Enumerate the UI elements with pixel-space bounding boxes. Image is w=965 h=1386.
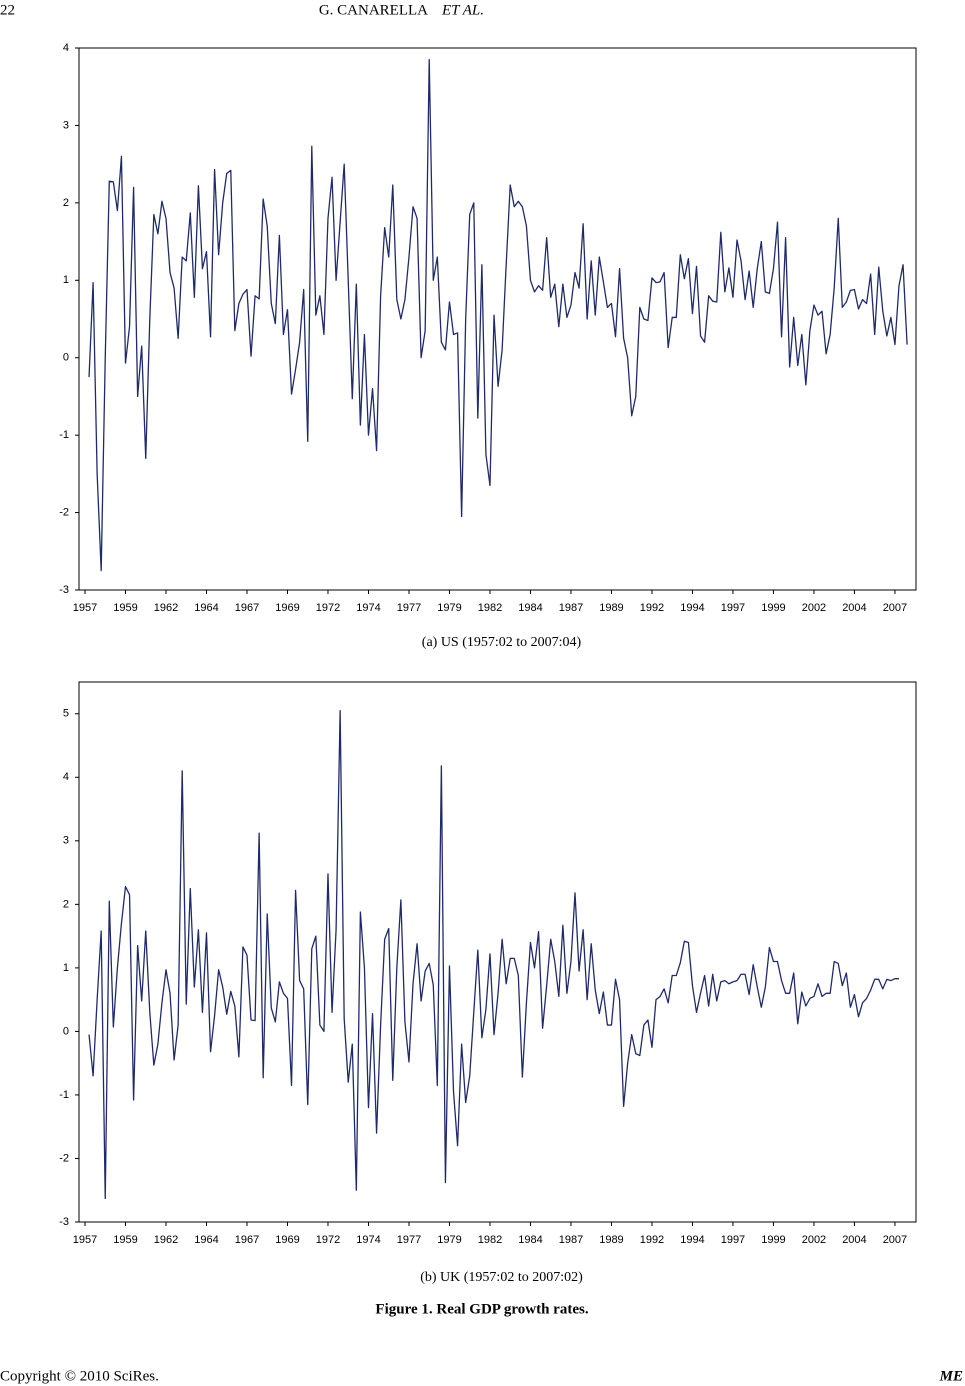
x-tick-label: 1987 — [559, 1234, 583, 1246]
x-tick-label: 1982 — [478, 1234, 502, 1246]
footer-journal: ME — [939, 1368, 963, 1384]
x-tick-label: 2007 — [883, 602, 907, 614]
y-tick-label: 2 — [63, 197, 69, 209]
footer-copyright: Copyright © 2010 SciRes. — [0, 1368, 159, 1384]
x-tick-label: 1977 — [397, 1234, 421, 1246]
figure-caption: Figure 1. Real GDP growth rates. — [375, 1301, 588, 1317]
x-tick-label: 1972 — [316, 602, 340, 614]
x-tick-label: 1989 — [599, 602, 623, 614]
running-authors: G. CANARELLA — [319, 2, 428, 18]
y-tick-label: 1 — [63, 962, 69, 974]
x-tick-label: 1969 — [275, 602, 299, 614]
x-tick-label: 1962 — [154, 602, 178, 614]
x-tick-label: 2002 — [802, 602, 826, 614]
chart-caption: (b) UK (1957:02 to 2007:02) — [420, 1270, 583, 1285]
series-line — [88, 58, 908, 572]
running-etal: ET AL. — [441, 2, 484, 18]
y-tick-label: 0 — [63, 352, 69, 364]
series-line — [88, 709, 899, 1200]
x-tick-label: 1967 — [235, 602, 259, 614]
x-tick-label: 1979 — [437, 602, 461, 614]
x-tick-label: 1957 — [73, 1234, 97, 1246]
y-tick-label: 0 — [63, 1025, 69, 1037]
plot-frame — [78, 47, 917, 591]
x-tick-label: 2007 — [883, 1234, 907, 1246]
x-tick-label: 1974 — [356, 602, 380, 614]
y-tick-label: -1 — [59, 1089, 69, 1101]
x-tick-label: 1994 — [680, 1234, 704, 1246]
y-tick-label: 3 — [63, 835, 69, 847]
plot-frame — [78, 681, 917, 1223]
x-tick-label: 1974 — [356, 1234, 380, 1246]
x-tick-label: 1992 — [640, 602, 664, 614]
x-tick-label: 1984 — [518, 602, 542, 614]
x-tick-label: 1969 — [275, 1234, 299, 1246]
y-tick-label: 2 — [63, 898, 69, 910]
x-tick-label: 1967 — [235, 1234, 259, 1246]
x-tick-label: 1964 — [194, 602, 218, 614]
x-tick-label: 1997 — [721, 1234, 745, 1246]
x-tick-label: 2004 — [842, 1234, 866, 1246]
x-tick-label: 1989 — [599, 1234, 623, 1246]
y-tick-label: -3 — [59, 1216, 69, 1228]
y-tick-label: 4 — [63, 42, 69, 54]
chart-caption: (a) US (1957:02 to 2007:04) — [422, 635, 582, 650]
x-tick-label: 1999 — [761, 602, 785, 614]
x-tick-label: 1959 — [113, 1234, 137, 1246]
x-tick-label: 1999 — [761, 1234, 785, 1246]
y-tick-label: 4 — [63, 771, 69, 783]
x-tick-label: 1994 — [680, 602, 704, 614]
x-tick-label: 1979 — [437, 1234, 461, 1246]
x-tick-label: 1987 — [559, 602, 583, 614]
x-tick-label: 1984 — [518, 1234, 542, 1246]
y-tick-label: 5 — [63, 708, 69, 720]
x-tick-label: 1959 — [113, 602, 137, 614]
x-tick-label: 2004 — [842, 602, 866, 614]
y-tick-label: -3 — [59, 584, 69, 596]
x-tick-label: 1964 — [194, 1234, 218, 1246]
x-tick-label: 2002 — [802, 1234, 826, 1246]
y-tick-label: 1 — [63, 274, 69, 286]
y-tick-label: 3 — [63, 119, 69, 131]
x-tick-label: 1992 — [640, 1234, 664, 1246]
x-tick-label: 1977 — [397, 602, 421, 614]
y-tick-label: -2 — [59, 1152, 69, 1164]
x-tick-label: 1972 — [316, 1234, 340, 1246]
page-number: 22 — [0, 2, 15, 18]
y-tick-label: -2 — [59, 506, 69, 518]
x-tick-label: 1957 — [73, 602, 97, 614]
x-tick-label: 1962 — [154, 1234, 178, 1246]
x-tick-label: 1982 — [478, 602, 502, 614]
y-tick-label: -1 — [59, 429, 69, 441]
x-tick-label: 1997 — [721, 602, 745, 614]
